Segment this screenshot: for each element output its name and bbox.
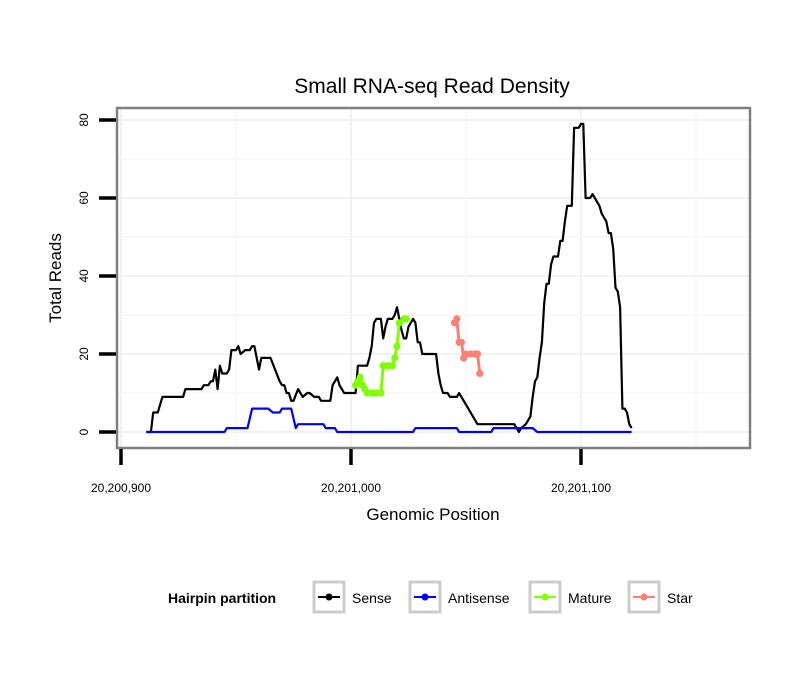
data-point-mature <box>393 342 401 350</box>
x-axis: 20,200,900 20,201,000 20,201,100 <box>91 449 611 495</box>
data-point-mature <box>377 389 385 397</box>
data-point-mature <box>356 373 364 381</box>
chart-title: Small RNA-seq Read Density <box>294 75 570 98</box>
y-axis-title: Total Reads <box>46 233 65 323</box>
data-point-star <box>473 350 482 358</box>
legend-item-antisense: Antisense <box>408 580 510 614</box>
legend-label: Antisense <box>448 590 510 606</box>
legend-item-star: Star <box>627 580 693 614</box>
data-point-mature <box>391 354 399 362</box>
legend-key-point <box>325 593 333 601</box>
series-line-sense <box>146 122 633 434</box>
y-tick-label: 0 <box>77 428 91 435</box>
y-axis: 0 20 40 60 80 <box>77 113 116 435</box>
grid-lines <box>117 108 750 448</box>
x-tick-label: 20,201,000 <box>321 481 381 495</box>
y-tick-label: 60 <box>77 191 91 205</box>
legend-key-point <box>421 593 429 601</box>
plot-panel <box>115 106 752 450</box>
y-tick-label: 80 <box>77 113 91 127</box>
legend-label: Mature <box>568 590 612 606</box>
x-tick-label: 20,201,100 <box>551 481 611 495</box>
data-point-mature <box>402 315 410 323</box>
data-point-star <box>453 315 461 323</box>
panel-background <box>117 108 750 448</box>
data-point-star <box>457 338 465 346</box>
series-lines <box>146 122 633 434</box>
legend-key-point <box>640 593 648 601</box>
panel-border <box>115 106 752 450</box>
legend-title: Hairpin partition <box>168 590 276 606</box>
legend-item-sense: Sense <box>312 580 392 614</box>
y-tick-label: 20 <box>77 347 91 361</box>
y-tick-label: 40 <box>77 269 91 283</box>
series-line-antisense <box>146 407 632 434</box>
legend: Hairpin partition Sense Antisense Mature St… <box>168 580 693 614</box>
legend-label: Sense <box>352 590 392 606</box>
legend-item-mature: Mature <box>528 580 612 614</box>
x-axis-title: Genomic Position <box>366 505 499 524</box>
data-point-star <box>476 369 484 378</box>
data-point-mature <box>388 362 396 370</box>
legend-key-point <box>541 593 549 601</box>
legend-label: Star <box>667 590 693 606</box>
x-tick-label: 20,200,900 <box>91 481 151 495</box>
